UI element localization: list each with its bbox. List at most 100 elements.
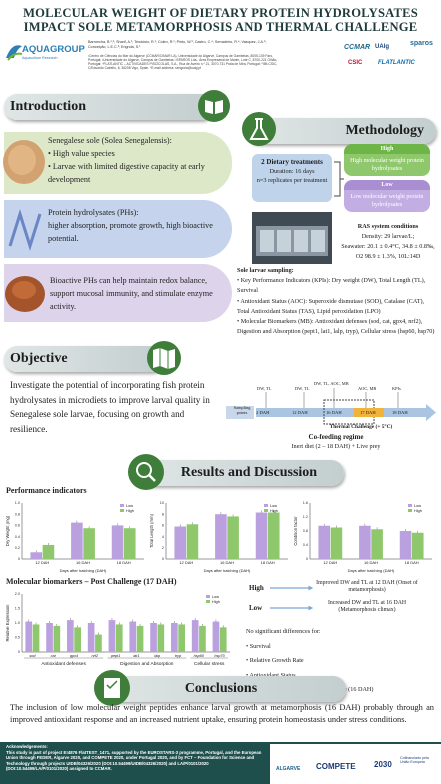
bar-high xyxy=(199,625,206,652)
sampling-item-kpi-text: Key Performance Indicators (KPIs): Dry w… xyxy=(237,277,426,295)
authors: Barroncha, B.¹,²; Sharif, A.¹; Teodósio,… xyxy=(88,40,267,49)
y-tick-label: 0.5 xyxy=(15,636,20,640)
objective-heading: Objective xyxy=(4,346,164,372)
high-treatment: High High molecular weight protein hydro… xyxy=(344,144,430,176)
y-axis-label: Relative Expression xyxy=(6,604,10,642)
category-label: 16 DAH xyxy=(364,560,378,565)
category-label: gpx4 xyxy=(70,654,78,658)
y-tick-label: 0.8 xyxy=(15,512,20,516)
y-tick-label: 0.8 xyxy=(303,529,308,533)
intro-ph-title: Protein hydrolysates (PHs): xyxy=(48,208,139,217)
no-diff-item-1: • Survival xyxy=(246,642,271,650)
funding-logos xyxy=(270,744,441,784)
conclusions-text: The inclusion of low molecular weight pe… xyxy=(10,703,434,724)
methodology-heading: Methodology xyxy=(246,118,436,144)
category-label: 12 DAH xyxy=(323,560,337,565)
bar-low xyxy=(46,623,53,652)
bar-high xyxy=(123,528,136,559)
bar-low xyxy=(215,514,227,559)
bar-high xyxy=(157,624,165,652)
x-axis-label: Days after hatching (DAH) xyxy=(60,568,107,573)
sampling-item-aoc-text: Antioxidant Status (AOC): Superoxide dis… xyxy=(237,297,425,315)
result-low-text: Increased DW and TL at 16 DAH (Metamorph… xyxy=(327,600,407,613)
low-treatment: Low Low molecular weight protein hydroly… xyxy=(344,180,430,212)
bar-low xyxy=(359,525,371,559)
sampling-section: Sole larvae sampling: • Key Performance … xyxy=(237,266,437,337)
category-label: 12 DAH xyxy=(179,560,193,565)
bar-low xyxy=(212,621,220,652)
aquagroup-logo-sub: Aquaculture Research xyxy=(22,56,58,60)
treatments-replicates: n=3 replicates per treatment xyxy=(256,177,328,184)
category-label: hsp60 xyxy=(194,654,205,658)
results-arrows xyxy=(270,585,314,611)
chart-condition-factor: 0 0.4 0.8 1.2 1.6 Condition factor 12 DAH 16 DA… xyxy=(294,501,432,573)
flask-icon xyxy=(242,112,276,146)
legend-label-high: High xyxy=(126,509,134,513)
flatlantic-logo: FLATLANTIC xyxy=(378,60,415,66)
legend-swatch-high xyxy=(408,509,412,512)
category-label: 18 DAH xyxy=(261,560,275,565)
chart-molecular-biomarkers: 0 0.5 1.0 1.5 2.0 Relative Expression sod cat gp… xyxy=(6,592,230,667)
result-high-text: Improved DW and TL at 12 DAH (Onset of m… xyxy=(316,580,418,593)
timeline-top-18dah: KPIs xyxy=(392,386,401,391)
legend-label-high: High xyxy=(212,600,220,604)
intro-bullet-2-text: Larvae with limited digestive capacity a… xyxy=(48,162,205,184)
x-axis-label: Days after hatching (DAH) xyxy=(348,568,395,573)
conclusions-heading-text: Conclusions xyxy=(184,681,258,696)
y-tick-label: 0 xyxy=(18,650,20,654)
checklist-icon xyxy=(94,670,130,706)
compete-logo: COMPETE xyxy=(316,762,356,771)
bar-low xyxy=(318,525,331,559)
bar-high xyxy=(219,627,227,652)
category-label: cat xyxy=(51,654,57,658)
bar-high xyxy=(411,532,424,559)
timeline-top-12dah: DW, TL xyxy=(295,386,310,391)
protein-structure-icon xyxy=(8,208,42,252)
conclusions-heading: Conclusions xyxy=(96,676,346,702)
intro-bullet-1-text: High value species xyxy=(52,149,115,158)
methodology-heading-text: Methodology xyxy=(345,123,424,138)
y-tick-label: 1.5 xyxy=(15,607,20,611)
timeline-mark-17dah: 17 DAH xyxy=(360,410,376,415)
bracket-icon xyxy=(334,161,344,197)
intro-bullet-2: • Larvae with limited digestive capacity… xyxy=(48,162,205,184)
legend-label-low: Low xyxy=(212,595,219,599)
results-heading: Results and Discussion xyxy=(134,460,344,486)
bar-low xyxy=(150,623,157,652)
category-label: 16 DAH xyxy=(220,560,234,565)
poster-title: MOLECULAR WEIGHT OF DIETARY PROTEIN HYDR… xyxy=(0,6,441,34)
timeline-mark-18dah: 18 DAH xyxy=(392,410,408,415)
sampling-item-kpi: • Key Performance Indicators (KPIs): Dry… xyxy=(237,277,426,295)
category-label: tryp xyxy=(175,654,181,658)
treatments-box: 2 Dietary treatments Duration: 16 days n… xyxy=(252,154,332,202)
ras-seawater: Seawater: 20.1 ± 0.4°C, 34.8 ± 0.8‰, xyxy=(341,243,435,250)
y-tick-label: 1.2 xyxy=(303,515,308,519)
bar-high xyxy=(178,624,185,652)
bar-low xyxy=(174,526,187,559)
bar-high xyxy=(95,634,102,652)
no-diff-item-3: • Antioxidant Status xyxy=(246,671,296,679)
bar-low xyxy=(255,512,268,559)
intro-ph-desc: higher absorption, promote growth, high … xyxy=(48,221,213,243)
y-tick-label: 2.0 xyxy=(15,592,20,596)
legend-swatch-high xyxy=(264,509,268,512)
sampling-item-mb-text: Molecular Biomarkers (MB): Antioxidant d… xyxy=(237,318,435,336)
aquagroup-logo-icon xyxy=(6,45,23,61)
intro-box-hydrolysates xyxy=(4,200,232,258)
sparos-logo: sparos xyxy=(410,40,433,47)
y-axis-label: Dry Weight (mg) xyxy=(6,515,10,546)
y-tick-label: 0 xyxy=(162,557,164,561)
ccmar-logo: CCMAR xyxy=(344,44,371,51)
category-label: hsp70 xyxy=(214,654,225,658)
bar-high xyxy=(115,624,123,652)
title-line-1: MOLECULAR WEIGHT OF DIETARY PROTEIN HYDR… xyxy=(23,6,418,20)
ack-text: This study is part of project E!4876 Fla… xyxy=(6,749,262,772)
timeline-mark-2dah: 2 DAH xyxy=(256,410,270,415)
bar-low xyxy=(191,620,199,652)
high-label: High xyxy=(344,144,430,154)
y-tick-label: 6 xyxy=(162,524,164,528)
bar-low xyxy=(67,620,74,652)
introduction-heading-text: Introduction xyxy=(10,99,86,114)
introduction-heading: Introduction xyxy=(4,94,214,120)
category-label: lat1 xyxy=(133,654,139,658)
